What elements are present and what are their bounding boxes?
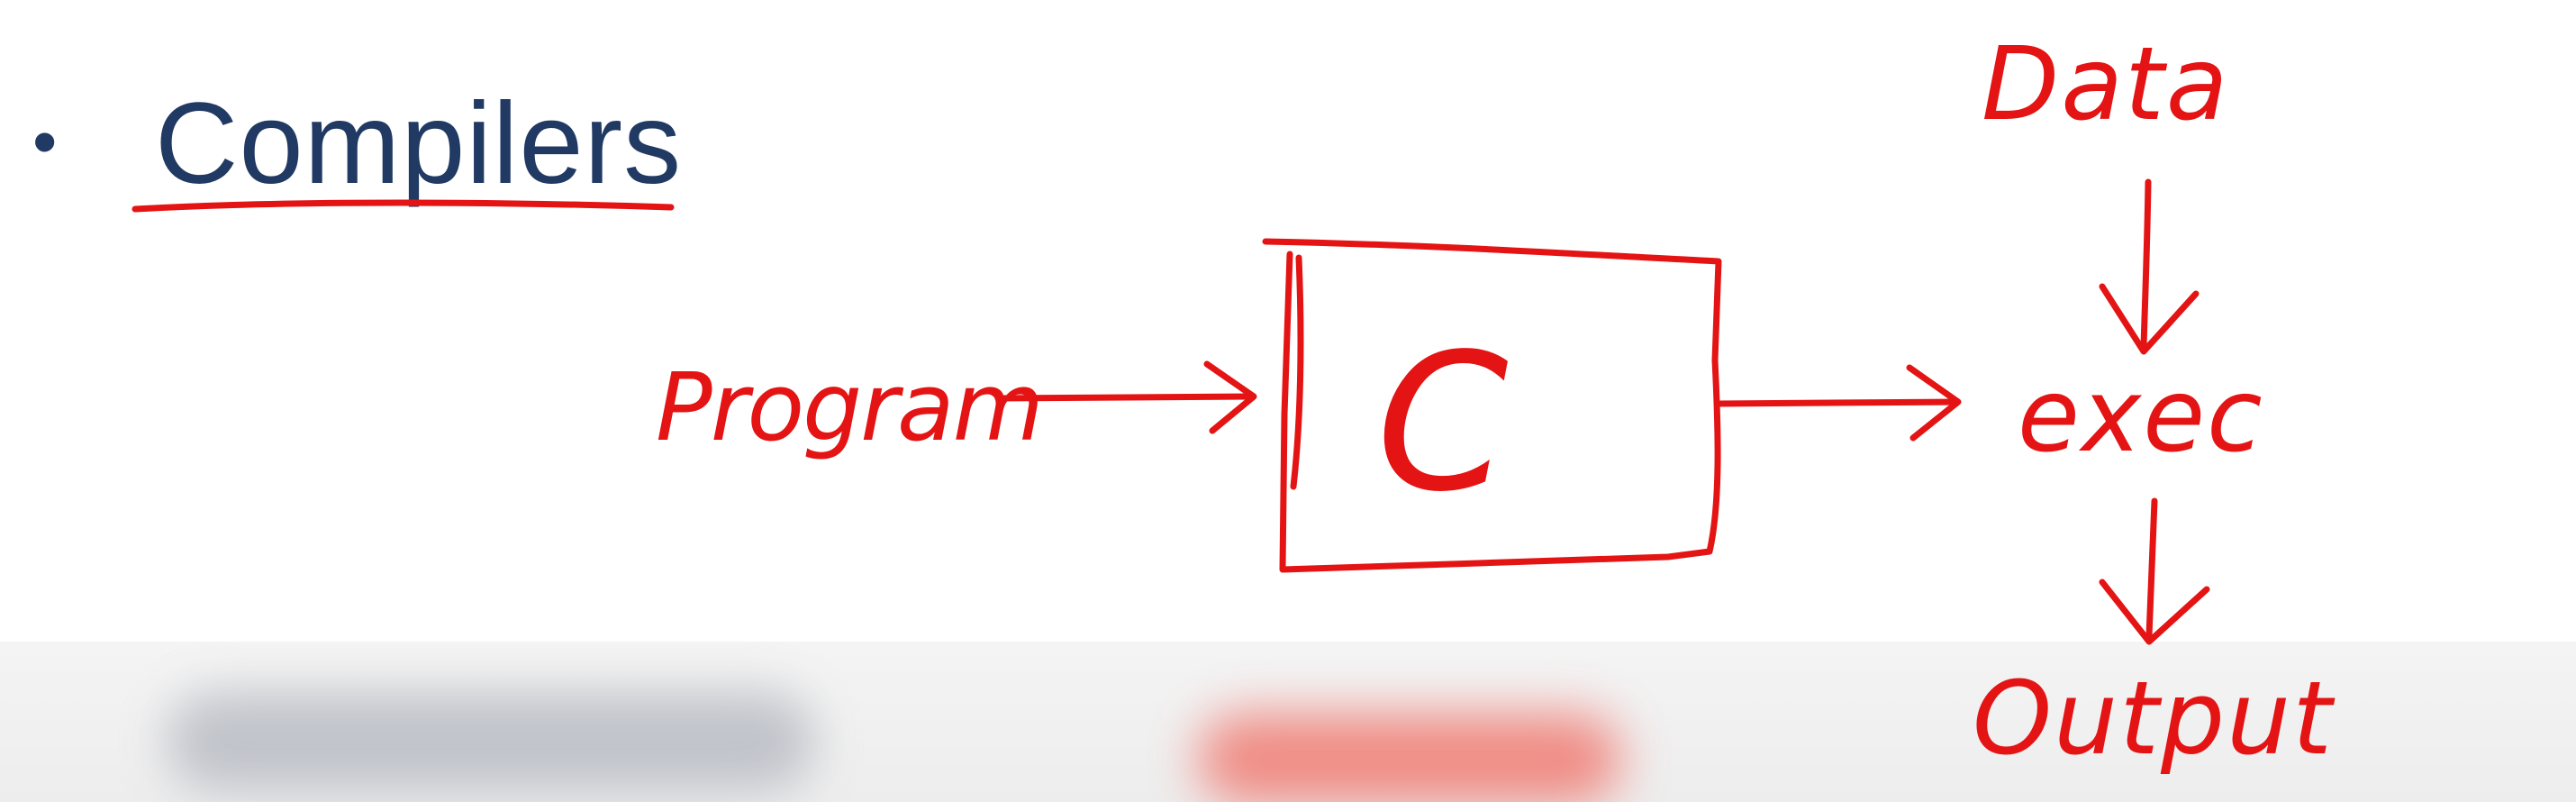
data-to-exec-arrowhead	[2099, 283, 2200, 355]
output-label: Output	[1973, 661, 2336, 778]
exec-to-output-arrowhead	[2099, 579, 2210, 645]
exec-label: exec	[2018, 358, 2264, 475]
bullet-point: •	[32, 102, 58, 181]
blurred-gray-region	[167, 692, 815, 791]
compiler-to-exec-arrowhead	[1906, 364, 1962, 442]
program-to-compiler-arrow	[994, 393, 1254, 402]
program-label: Program	[656, 352, 1042, 462]
blurred-red-region	[1198, 714, 1621, 802]
heading-underline	[132, 199, 675, 213]
data-to-exec-arrow	[2140, 178, 2152, 350]
compiler-to-exec-arrow	[1715, 398, 1958, 407]
compiler-box	[1262, 238, 1722, 573]
program-to-compiler-arrowhead	[1203, 360, 1257, 434]
compiler-box-inner-stroke	[1290, 254, 1304, 490]
slide-heading: Compilers	[155, 79, 683, 208]
data-label: Data	[1982, 26, 2229, 143]
compiler-label: C	[1376, 313, 1509, 533]
exec-to-output-arrow	[2145, 497, 2158, 640]
